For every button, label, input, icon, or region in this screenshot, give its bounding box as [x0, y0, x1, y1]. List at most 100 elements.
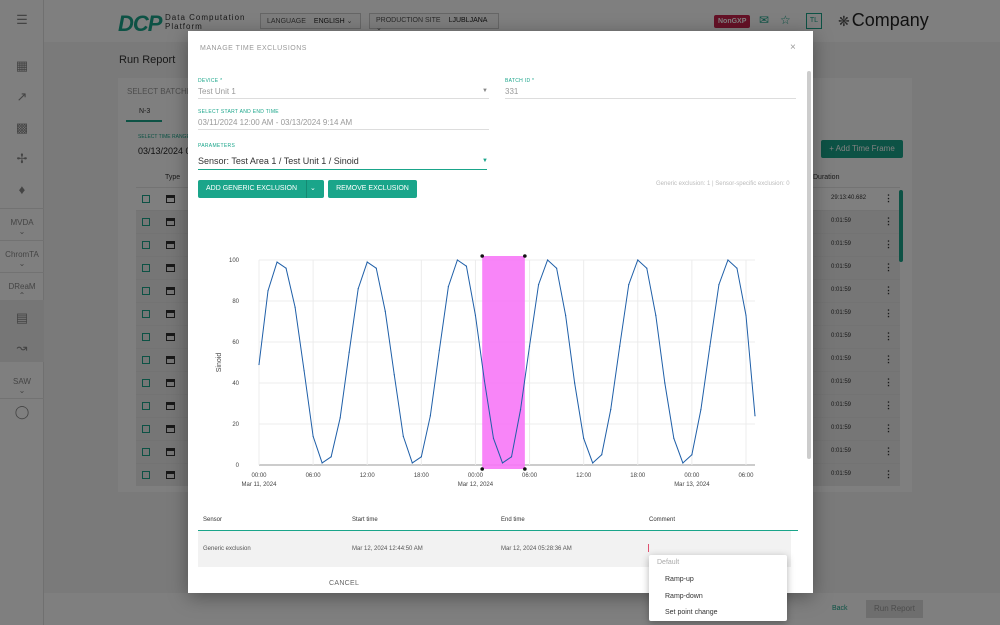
x-tick-label: 06:00 [522, 473, 538, 479]
y-tick-label: 0 [236, 463, 240, 469]
data-point [519, 409, 522, 411]
y-tick-label: 20 [232, 422, 239, 428]
data-point [583, 437, 585, 439]
comment-option-ramp-down[interactable]: Ramp-down [665, 593, 703, 600]
data-point [745, 314, 747, 316]
data-point [267, 290, 269, 292]
x-tick-label: 06:00 [738, 473, 754, 479]
x-tick-label: 12:00 [360, 473, 376, 479]
data-point [429, 415, 431, 417]
comment-option-default[interactable]: Default [657, 559, 680, 566]
cancel-button[interactable]: CANCEL [329, 580, 360, 587]
data-point [465, 265, 468, 267]
batch-id-label: BATCH ID * [505, 78, 535, 84]
batch-id-field[interactable]: 331 [505, 87, 519, 96]
data-point [474, 314, 477, 316]
exclusion-region[interactable] [482, 256, 525, 469]
data-point [258, 363, 260, 366]
table-header-underline [198, 530, 798, 531]
data-point [682, 462, 684, 464]
x-tick-date-label: Mar 11, 2024 [242, 482, 278, 488]
row-end-time: Mar 12, 2024 05:28:36 AM [501, 546, 572, 552]
chevron-down-icon[interactable]: ⌄ [310, 185, 316, 192]
data-point [574, 382, 576, 384]
parameters-select[interactable]: Sensor: Test Area 1 / Test Unit 1 / Sino… [198, 156, 359, 166]
data-point [709, 345, 711, 347]
data-point [754, 415, 756, 417]
data-point [285, 267, 287, 269]
add-generic-exclusion-button[interactable]: ADD GENERIC EXCLUSION ⌄ [198, 180, 324, 198]
data-point [393, 374, 395, 376]
exclusion-handle[interactable] [523, 467, 527, 471]
data-point [438, 349, 440, 351]
data-point [456, 259, 458, 261]
x-tick-label: 00:00 [251, 473, 267, 479]
data-point [601, 454, 603, 456]
y-tick-label: 40 [232, 381, 239, 387]
exclusion-handle[interactable] [480, 467, 485, 471]
data-point [492, 437, 495, 439]
time-range-field[interactable]: 03/11/2024 12:00 AM - 03/13/2024 9:14 AM [198, 118, 353, 127]
data-point [736, 267, 738, 269]
y-tick-label: 60 [232, 340, 239, 346]
device-label: DEVICE * [198, 78, 223, 84]
data-point [592, 462, 594, 464]
time-range-underline [198, 129, 489, 130]
data-point [402, 435, 404, 437]
comment-dropdown: Default Ramp-up Ramp-down Set point chan… [649, 555, 787, 621]
close-icon[interactable]: × [790, 42, 796, 53]
device-select[interactable]: Test Unit 1 [198, 87, 236, 96]
data-point [718, 284, 720, 286]
data-point [348, 351, 350, 353]
data-point [510, 456, 513, 458]
caret-down-icon[interactable]: ▼ [482, 88, 488, 94]
row-sensor: Generic exclusion [203, 546, 251, 552]
data-point [321, 462, 323, 464]
device-underline [198, 98, 489, 99]
remove-exclusion-button[interactable]: REMOVE EXCLUSION [328, 180, 417, 198]
data-point [411, 462, 413, 464]
data-point [483, 380, 486, 382]
data-point [556, 267, 558, 269]
data-point [655, 314, 657, 316]
x-tick-label: 18:00 [414, 473, 430, 479]
data-point [276, 261, 278, 263]
row-start-time: Mar 12, 2024 12:44:50 AM [352, 546, 423, 552]
data-point [384, 310, 386, 312]
comment-input[interactable] [648, 544, 649, 552]
x-tick-label: 00:00 [468, 473, 484, 479]
x-tick-label: 06:00 [306, 473, 322, 479]
data-point [646, 267, 648, 269]
data-point [664, 382, 666, 384]
x-tick-label: 18:00 [630, 473, 646, 479]
data-point [294, 306, 296, 308]
column-sensor: Sensor [203, 517, 223, 523]
x-tick-date-label: Mar 13, 2024 [674, 482, 710, 488]
data-point [528, 345, 531, 347]
exclusion-handle[interactable] [523, 254, 527, 258]
parameters-label: PARAMETERS [198, 143, 236, 149]
exclusion-handle[interactable] [480, 254, 485, 258]
data-point [565, 314, 567, 316]
column-start-time: Start time [352, 517, 378, 523]
data-point [375, 267, 377, 269]
comment-option-ramp-up[interactable]: Ramp-up [665, 576, 694, 583]
data-point [312, 435, 314, 437]
comment-option-set-point-change[interactable]: Set point change [665, 609, 718, 616]
data-point [537, 284, 540, 286]
data-point [546, 259, 549, 261]
data-point [628, 284, 630, 286]
split-button-divider [306, 180, 307, 198]
dialog-title: MANAGE TIME EXCLUSIONS [200, 45, 307, 52]
series-line [258, 259, 756, 464]
dialog-scrollbar[interactable] [807, 71, 811, 459]
data-point [501, 462, 504, 464]
data-point [691, 454, 693, 456]
y-axis-label: Sinoid [216, 353, 223, 373]
caret-down-icon[interactable]: ▼ [482, 158, 488, 164]
data-point [330, 456, 332, 458]
data-point [420, 456, 422, 458]
sinoid-chart[interactable]: 0 20 40 60 80 100 00:00 Mar 11, 2024 06:00 12:00 1… [188, 236, 808, 496]
time-range-label: SELECT START AND END TIME [198, 109, 279, 115]
y-tick-label: 100 [229, 258, 240, 264]
